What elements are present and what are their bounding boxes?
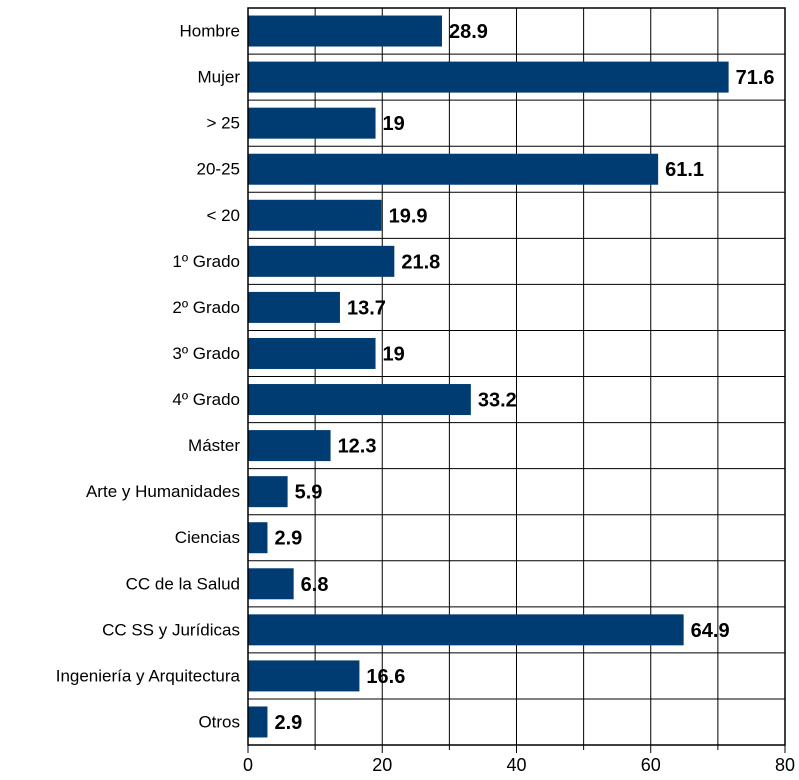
bar: [248, 430, 331, 462]
data-label: 2.9: [274, 528, 302, 550]
data-label: 6.8: [301, 574, 329, 596]
data-label: 19: [383, 113, 405, 135]
bar: [248, 61, 729, 93]
category-label: 20-25: [197, 160, 240, 179]
bar: [248, 15, 442, 47]
data-label: 28.9: [449, 21, 488, 43]
x-tick-label: 40: [506, 755, 526, 775]
category-labels: Hombre Mujer > 25 20-25 < 20 1º Grado 2º Grado…: [56, 22, 241, 732]
category-label: Ingeniería y Arquitectura: [56, 666, 241, 685]
data-label: 61.1: [665, 159, 704, 181]
category-label: 1º Grado: [172, 252, 240, 271]
category-label: < 20: [206, 206, 240, 225]
category-label: CC de la Salud: [126, 574, 240, 593]
category-label: Mujer: [197, 68, 240, 87]
x-axis-ticks: 0 20 40 60 80: [243, 745, 795, 775]
category-label: Hombre: [180, 22, 240, 41]
data-label: 5.9: [295, 482, 323, 504]
data-label: 71.6: [736, 67, 775, 89]
x-tick-label: 0: [243, 755, 253, 775]
x-tick-label: 80: [775, 755, 795, 775]
data-label: 16.6: [366, 666, 405, 688]
grid: [248, 8, 785, 745]
data-label: 2.9: [274, 712, 302, 734]
category-label: 2º Grado: [172, 298, 240, 317]
data-labels: 28.9 71.6 19 61.1 19.9 21.8 13.7 19 33.2 12.3 5.9 2…: [274, 21, 774, 734]
bar: [248, 199, 382, 231]
data-label: 21.8: [401, 251, 440, 273]
category-label: CC SS y Jurídicas: [102, 620, 240, 639]
bar: [248, 245, 395, 277]
bars: [248, 15, 729, 738]
category-label: > 25: [206, 114, 240, 133]
bar: [248, 384, 471, 416]
category-label: 3º Grado: [172, 344, 240, 363]
bar: [248, 337, 376, 369]
bar: [248, 291, 340, 323]
bar: [248, 476, 288, 508]
category-label: Otros: [198, 712, 240, 731]
bar: [248, 568, 294, 600]
x-tick-label: 20: [372, 755, 392, 775]
bar: [248, 522, 268, 554]
bar: [248, 706, 268, 738]
data-label: 12.3: [338, 436, 377, 458]
bar: [248, 153, 659, 185]
category-label: Ciencias: [175, 528, 240, 547]
x-tick-label: 60: [641, 755, 661, 775]
data-label: 64.9: [691, 620, 730, 642]
bar: [248, 614, 684, 646]
data-label: 19.9: [389, 205, 428, 227]
data-label: 33.2: [478, 390, 517, 412]
category-label: 4º Grado: [172, 390, 240, 409]
data-label: 13.7: [347, 297, 386, 319]
category-label: Máster: [188, 436, 240, 455]
category-label: Arte y Humanidades: [86, 482, 240, 501]
bar: [248, 107, 376, 139]
plot-frame: [247, 7, 786, 746]
bar: [248, 660, 360, 692]
data-label: 19: [383, 343, 405, 365]
